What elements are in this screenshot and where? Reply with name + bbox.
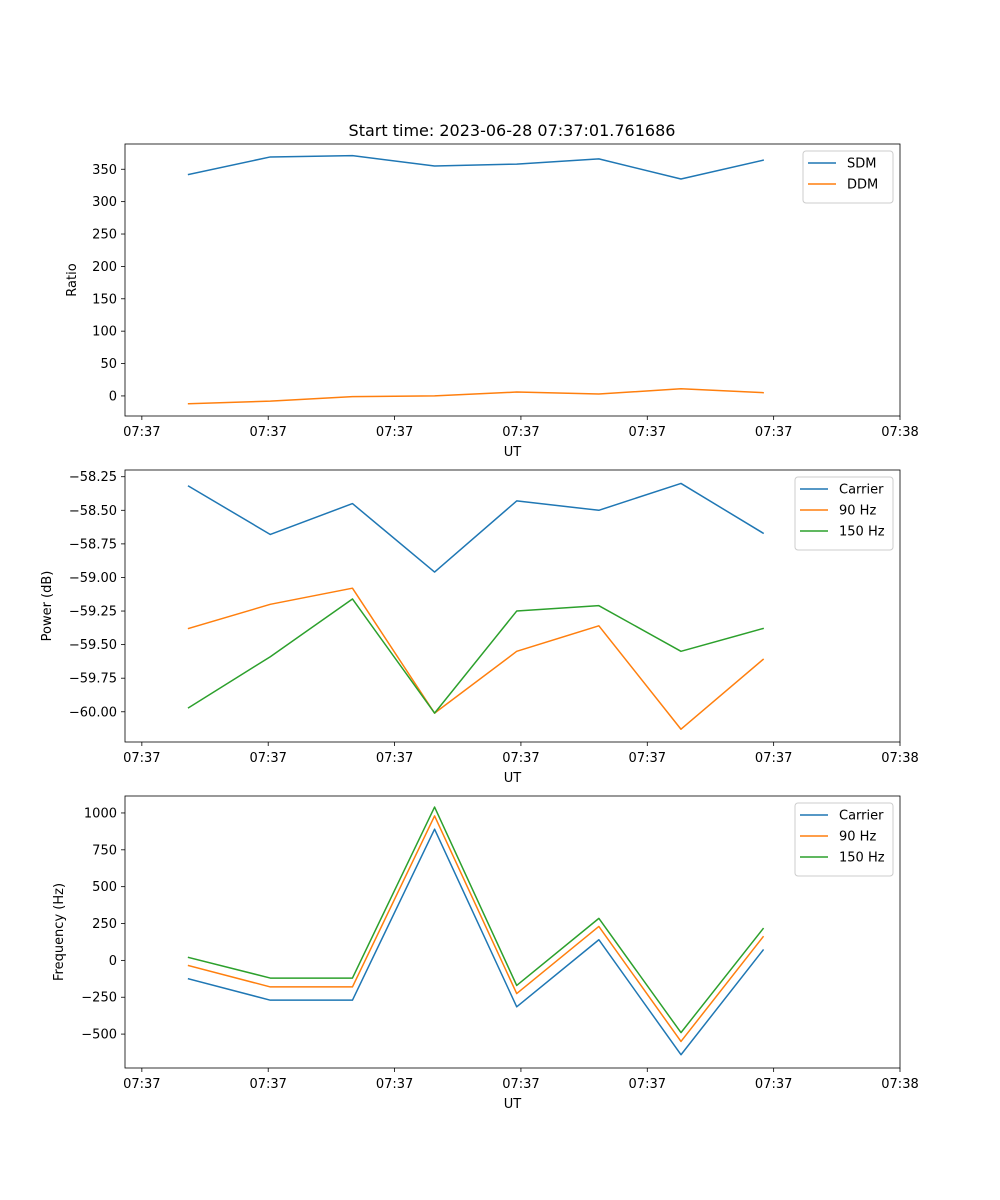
y-tick-label: 500 bbox=[92, 880, 117, 895]
y-tick-label: −250 bbox=[81, 991, 117, 1006]
y-tick-label: −58.75 bbox=[69, 537, 117, 552]
x-tick-label: 07:37 bbox=[755, 1077, 792, 1092]
y-tick-label: −59.50 bbox=[69, 638, 117, 653]
legend-label: DDM bbox=[847, 178, 878, 193]
y-tick-label: −60.00 bbox=[69, 705, 117, 720]
y-axis-label: Power (dB) bbox=[40, 571, 55, 642]
x-axis-label: UT bbox=[504, 771, 522, 786]
series-line-ddm bbox=[187, 388, 764, 405]
x-tick-label: 07:37 bbox=[123, 751, 160, 766]
x-tick-label: 07:38 bbox=[881, 425, 918, 440]
x-tick-label: 07:37 bbox=[502, 751, 539, 766]
x-tick-label: 07:37 bbox=[755, 751, 792, 766]
plot-frame bbox=[124, 143, 901, 417]
x-tick-label: 07:37 bbox=[755, 425, 792, 440]
plot-frame bbox=[124, 795, 901, 1069]
series-line-carrier bbox=[187, 482, 765, 573]
x-tick-label: 07:37 bbox=[249, 425, 286, 440]
y-tick-label: 250 bbox=[92, 917, 117, 932]
legend-label: SDM bbox=[847, 157, 876, 172]
legend: SDM DDM bbox=[802, 150, 894, 204]
y-tick-label: 100 bbox=[92, 325, 117, 340]
plot-frame bbox=[124, 469, 901, 743]
x-tick-label: 07:38 bbox=[881, 751, 918, 766]
y-tick-label: −59.00 bbox=[69, 571, 117, 586]
legend-label: 150 Hz bbox=[839, 525, 885, 540]
y-tick-label: 1000 bbox=[84, 806, 117, 821]
y-tick-label: 750 bbox=[92, 843, 117, 858]
panels: 07:37 07:37 07:37 07:37 07:37 07:37 07:38 0 50 10… bbox=[40, 143, 919, 1112]
y-tick-label: 50 bbox=[100, 357, 117, 372]
legend: Carrier 90 Hz 150 Hz bbox=[794, 476, 894, 551]
y-tick-label: −58.50 bbox=[69, 504, 117, 519]
y-tick-label: −58.25 bbox=[69, 470, 117, 485]
y-tick-label: 300 bbox=[92, 195, 117, 210]
legend: Carrier 90 Hz 150 Hz bbox=[794, 802, 894, 877]
x-tick-label: 07:37 bbox=[629, 425, 666, 440]
y-tick-label: −59.75 bbox=[69, 672, 117, 687]
series-line-150-hz bbox=[187, 598, 765, 714]
x-tick-label: 07:37 bbox=[376, 425, 413, 440]
legend-label: Carrier bbox=[839, 809, 884, 824]
series-line-carrier bbox=[187, 828, 765, 1056]
legend-label: 90 Hz bbox=[839, 504, 876, 519]
y-tick-label: 350 bbox=[92, 163, 117, 178]
y-tick-label: 0 bbox=[109, 954, 117, 969]
x-tick-label: 07:37 bbox=[502, 1077, 539, 1092]
y-tick-label: 150 bbox=[92, 292, 117, 307]
x-tick-label: 07:37 bbox=[123, 425, 160, 440]
legend-label: 150 Hz bbox=[839, 851, 885, 866]
x-tick-label: 07:37 bbox=[502, 425, 539, 440]
x-axis-label: UT bbox=[504, 445, 522, 460]
x-tick-label: 07:37 bbox=[376, 1077, 413, 1092]
y-tick-label: 200 bbox=[92, 260, 117, 275]
y-axis-label: Frequency (Hz) bbox=[52, 883, 67, 981]
series-line-90-hz bbox=[187, 815, 765, 1043]
y-tick-label: 0 bbox=[109, 389, 117, 404]
x-tick-label: 07:37 bbox=[249, 751, 286, 766]
x-tick-label: 07:37 bbox=[249, 1077, 286, 1092]
series-line-150-hz bbox=[187, 806, 765, 1034]
chart-panel-3: 07:37 07:37 07:37 07:37 07:37 07:37 07:38 −500 −… bbox=[52, 795, 919, 1112]
series-line-90-hz bbox=[187, 587, 765, 730]
y-tick-label: 250 bbox=[92, 228, 117, 243]
x-tick-label: 07:37 bbox=[629, 751, 666, 766]
legend-label: Carrier bbox=[839, 483, 884, 498]
chart-panel-1: 07:37 07:37 07:37 07:37 07:37 07:37 07:38 0 50 10… bbox=[65, 143, 919, 460]
chart-panel-2: 07:37 07:37 07:37 07:37 07:37 07:37 07:38 −60.0… bbox=[40, 469, 919, 786]
y-axis-label: Ratio bbox=[65, 263, 80, 296]
x-tick-label: 07:37 bbox=[123, 1077, 160, 1092]
figure-title: Start time: 2023-06-28 07:37:01.761686 bbox=[349, 121, 676, 140]
x-tick-label: 07:37 bbox=[376, 751, 413, 766]
legend-box bbox=[802, 150, 894, 204]
y-tick-label: −59.25 bbox=[69, 605, 117, 620]
legend-label: 90 Hz bbox=[839, 830, 876, 845]
x-tick-label: 07:37 bbox=[629, 1077, 666, 1092]
x-axis-label: UT bbox=[504, 1097, 522, 1112]
x-tick-label: 07:38 bbox=[881, 1077, 918, 1092]
y-tick-label: −500 bbox=[81, 1028, 117, 1043]
series-line-sdm bbox=[187, 154, 765, 180]
